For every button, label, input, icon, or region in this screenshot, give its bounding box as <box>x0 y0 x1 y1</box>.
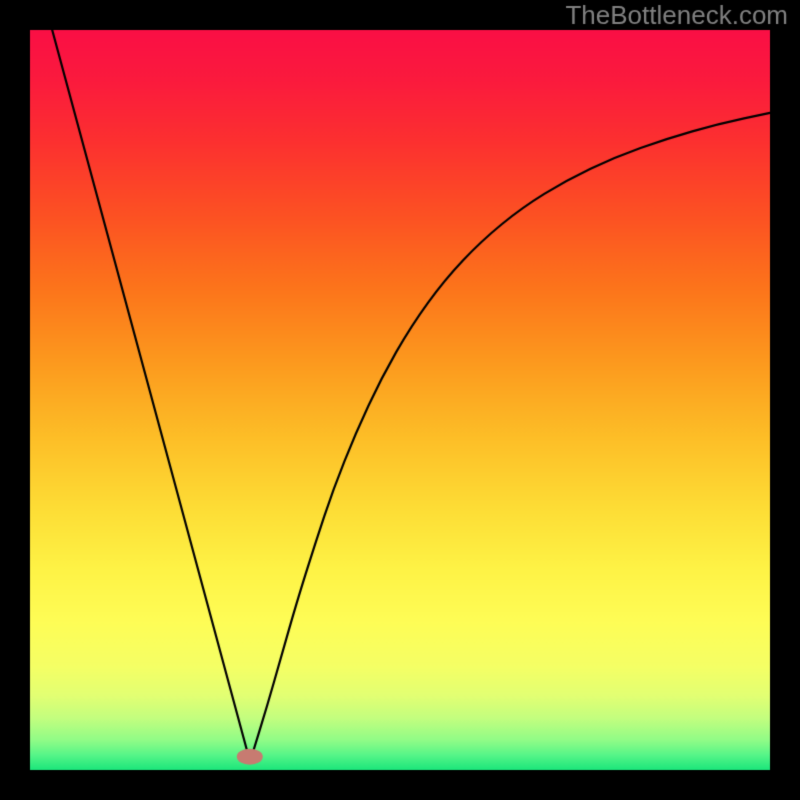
bottleneck-chart <box>0 0 800 800</box>
